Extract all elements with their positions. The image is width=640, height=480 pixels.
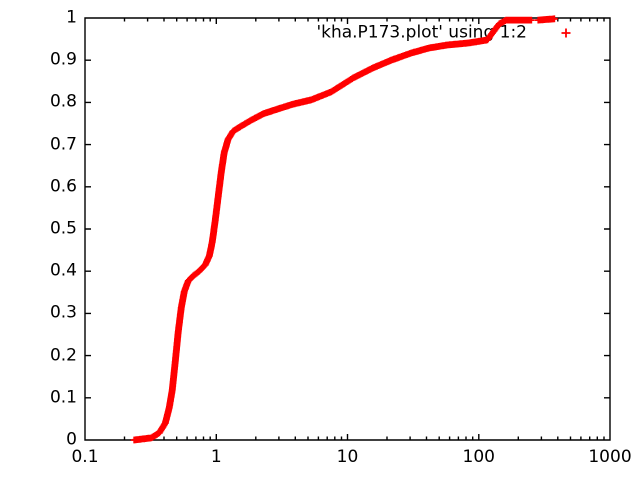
x-tick-label: 0.1 [71,447,99,467]
x-tick-label: 1000 [588,447,632,467]
y-tick-label: 0.6 [49,176,77,197]
x-tick-label: 10 [336,447,359,467]
y-tick-label: 0 [66,429,77,450]
y-tick-label: 0.1 [49,387,77,408]
y-tick-label: 0.3 [49,302,77,323]
y-tick-label: 0.7 [49,134,77,155]
y-tick-label: 0.5 [49,218,77,239]
x-tick-label: 100 [462,447,495,467]
y-tick-label: 1 [66,7,77,28]
y-tick-label: 0.8 [49,91,77,112]
y-tick-label: 0.2 [49,345,77,366]
y-tick-label: 0.4 [49,260,77,281]
x-tick-label: 1 [210,447,222,467]
y-tick-label: 0.9 [49,49,77,70]
